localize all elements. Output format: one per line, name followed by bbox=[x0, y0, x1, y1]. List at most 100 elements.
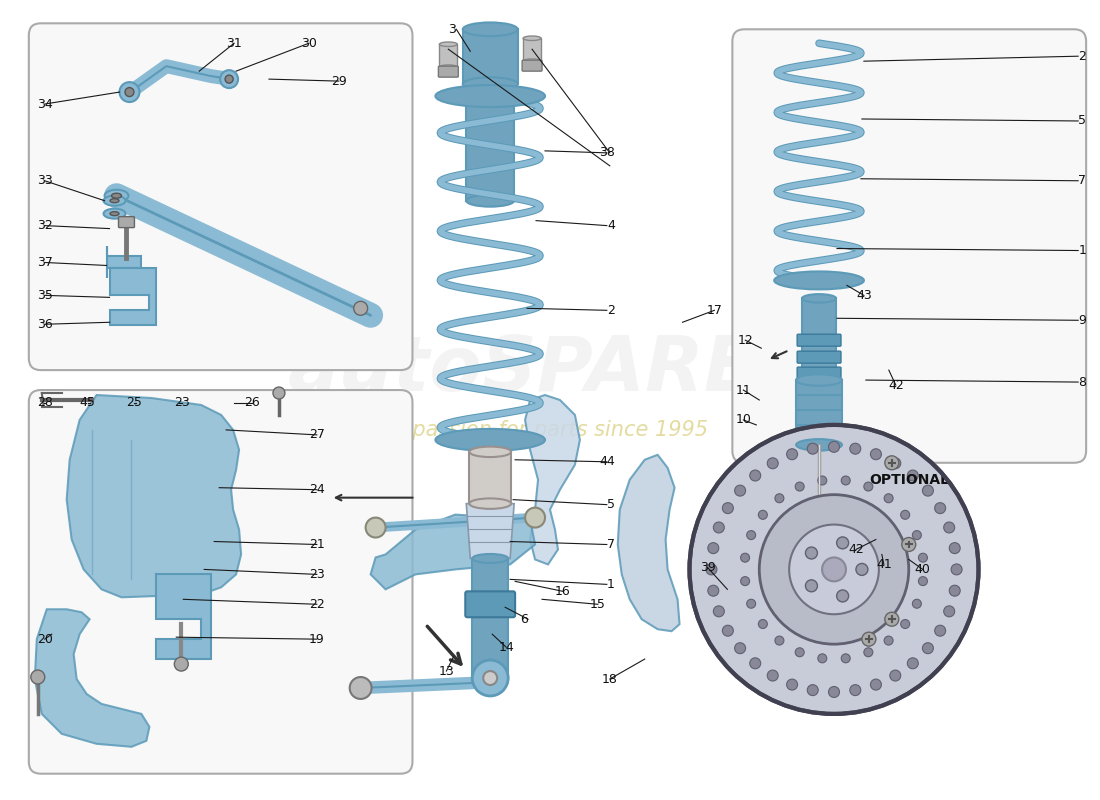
Ellipse shape bbox=[524, 59, 541, 63]
Text: 42: 42 bbox=[848, 543, 864, 556]
Text: 27: 27 bbox=[309, 428, 324, 442]
Polygon shape bbox=[472, 558, 508, 678]
Circle shape bbox=[774, 494, 784, 502]
Circle shape bbox=[350, 677, 372, 699]
Circle shape bbox=[901, 510, 910, 519]
Ellipse shape bbox=[463, 78, 518, 91]
FancyBboxPatch shape bbox=[439, 66, 459, 77]
Ellipse shape bbox=[472, 554, 508, 563]
Circle shape bbox=[707, 586, 718, 596]
Text: 26: 26 bbox=[244, 397, 260, 410]
Text: 4: 4 bbox=[607, 219, 615, 232]
Text: 40: 40 bbox=[915, 563, 931, 576]
Circle shape bbox=[901, 619, 910, 629]
Circle shape bbox=[935, 502, 946, 514]
Ellipse shape bbox=[470, 446, 512, 457]
Circle shape bbox=[767, 458, 778, 469]
Text: 37: 37 bbox=[36, 256, 53, 269]
Circle shape bbox=[472, 660, 508, 696]
Text: 9: 9 bbox=[1078, 314, 1086, 326]
Ellipse shape bbox=[524, 36, 541, 41]
Text: 13: 13 bbox=[439, 665, 454, 678]
Polygon shape bbox=[35, 610, 150, 746]
Polygon shape bbox=[524, 38, 541, 61]
Circle shape bbox=[902, 538, 915, 551]
Text: OPTIONAL: OPTIONAL bbox=[869, 473, 949, 486]
Circle shape bbox=[944, 522, 955, 533]
Circle shape bbox=[884, 456, 899, 470]
Circle shape bbox=[822, 558, 846, 582]
FancyBboxPatch shape bbox=[29, 23, 412, 370]
Polygon shape bbox=[466, 84, 514, 201]
Text: 42: 42 bbox=[888, 378, 904, 391]
Circle shape bbox=[786, 449, 798, 460]
Ellipse shape bbox=[466, 194, 514, 206]
Text: 44: 44 bbox=[600, 455, 615, 468]
Circle shape bbox=[767, 670, 778, 681]
Ellipse shape bbox=[470, 498, 512, 509]
Ellipse shape bbox=[796, 439, 842, 450]
Ellipse shape bbox=[103, 209, 125, 218]
Ellipse shape bbox=[466, 78, 514, 90]
Text: 8: 8 bbox=[1078, 375, 1086, 389]
Text: 23: 23 bbox=[309, 568, 324, 581]
Circle shape bbox=[174, 657, 188, 671]
FancyBboxPatch shape bbox=[119, 217, 134, 228]
Text: 32: 32 bbox=[36, 219, 53, 232]
FancyBboxPatch shape bbox=[798, 351, 842, 363]
Text: 20: 20 bbox=[36, 633, 53, 646]
Circle shape bbox=[750, 470, 761, 481]
Text: 45: 45 bbox=[79, 397, 96, 410]
Circle shape bbox=[817, 654, 827, 663]
Text: 43: 43 bbox=[856, 289, 872, 302]
Polygon shape bbox=[107, 246, 142, 278]
Text: 31: 31 bbox=[227, 37, 242, 50]
Circle shape bbox=[690, 425, 979, 714]
Circle shape bbox=[220, 70, 238, 88]
Circle shape bbox=[918, 577, 927, 586]
Circle shape bbox=[817, 476, 827, 485]
Circle shape bbox=[120, 82, 140, 102]
Circle shape bbox=[365, 518, 386, 538]
Circle shape bbox=[226, 75, 233, 83]
Circle shape bbox=[828, 686, 839, 698]
Polygon shape bbox=[439, 44, 458, 67]
Circle shape bbox=[713, 606, 724, 617]
Circle shape bbox=[864, 648, 872, 657]
Ellipse shape bbox=[110, 212, 119, 216]
Polygon shape bbox=[466, 504, 514, 558]
Circle shape bbox=[935, 626, 946, 636]
Text: a passion for parts since 1995: a passion for parts since 1995 bbox=[393, 420, 707, 440]
Circle shape bbox=[856, 563, 868, 575]
Polygon shape bbox=[67, 395, 241, 598]
Text: 39: 39 bbox=[700, 561, 715, 574]
Text: 1: 1 bbox=[1078, 244, 1086, 257]
Circle shape bbox=[884, 636, 893, 645]
Circle shape bbox=[789, 525, 879, 614]
Circle shape bbox=[912, 599, 922, 608]
Text: autoSPARES: autoSPARES bbox=[288, 333, 812, 407]
Circle shape bbox=[918, 554, 927, 562]
Text: 29: 29 bbox=[331, 74, 346, 88]
Ellipse shape bbox=[439, 65, 458, 70]
Text: 14: 14 bbox=[498, 641, 514, 654]
Text: 7: 7 bbox=[1078, 174, 1086, 187]
Ellipse shape bbox=[436, 429, 544, 451]
Circle shape bbox=[706, 564, 717, 575]
Ellipse shape bbox=[110, 198, 119, 202]
Ellipse shape bbox=[472, 674, 508, 682]
Circle shape bbox=[842, 476, 850, 485]
Polygon shape bbox=[618, 455, 680, 631]
Circle shape bbox=[774, 636, 784, 645]
Polygon shape bbox=[463, 30, 518, 84]
Text: 34: 34 bbox=[36, 98, 53, 110]
Circle shape bbox=[483, 671, 497, 685]
Circle shape bbox=[828, 442, 839, 452]
Text: 28: 28 bbox=[36, 397, 53, 410]
Circle shape bbox=[747, 530, 756, 539]
Text: 3: 3 bbox=[449, 22, 456, 36]
Circle shape bbox=[805, 580, 817, 592]
Circle shape bbox=[758, 619, 768, 629]
Text: 5: 5 bbox=[1078, 114, 1086, 127]
Text: 11: 11 bbox=[736, 383, 751, 397]
